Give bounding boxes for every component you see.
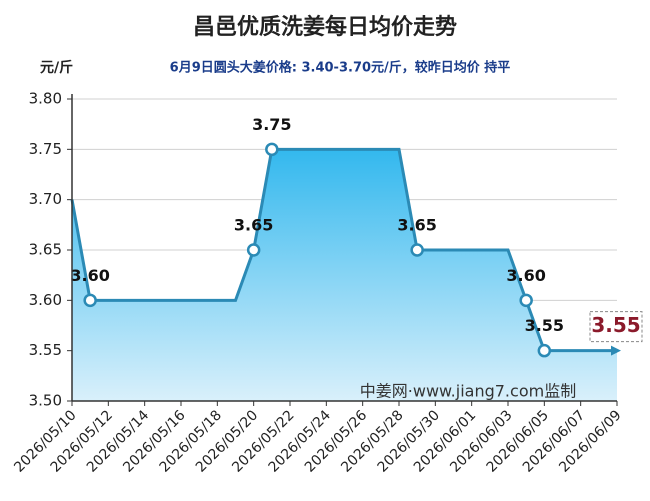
point-marker: [519, 293, 533, 308]
y-unit: 元/斤: [40, 59, 73, 76]
data-label: 3.60: [506, 266, 545, 285]
point-marker: [537, 343, 552, 358]
data-label: 3.55: [525, 316, 564, 335]
point-marker: [265, 142, 279, 157]
y-tick-label: 3.70: [29, 190, 62, 208]
line: [70, 147, 617, 353]
watermark: 中姜网·www.jiang7.com监制: [360, 382, 576, 401]
chart-title: 昌邑优质洗姜每日均价走势: [193, 14, 457, 40]
point-marker: [83, 293, 97, 308]
y-tick-label: 3.80: [29, 90, 62, 108]
latest-box: [589, 311, 643, 343]
subtitle: 6月9日圆头大姜价格: 3.40-3.70元/斤，较昨日均价 持平: [170, 60, 511, 76]
y-tick-label: 3.50: [29, 392, 62, 410]
y-tick-label: 3.65: [29, 241, 62, 259]
y-tick-label: 3.60: [29, 291, 62, 309]
area: [72, 149, 617, 401]
line-arrow: [611, 345, 621, 356]
data-label: 3.65: [234, 216, 273, 235]
point-marker: [410, 243, 424, 257]
data-label: 3.65: [397, 216, 436, 235]
point-marker: [246, 243, 261, 257]
data-label: 3.75: [252, 115, 291, 134]
latest-label: 3.55: [591, 313, 640, 337]
data-label: 3.60: [70, 266, 109, 285]
y-tick-label: 3.55: [29, 341, 62, 359]
y-tick-label: 3.75: [29, 140, 62, 158]
